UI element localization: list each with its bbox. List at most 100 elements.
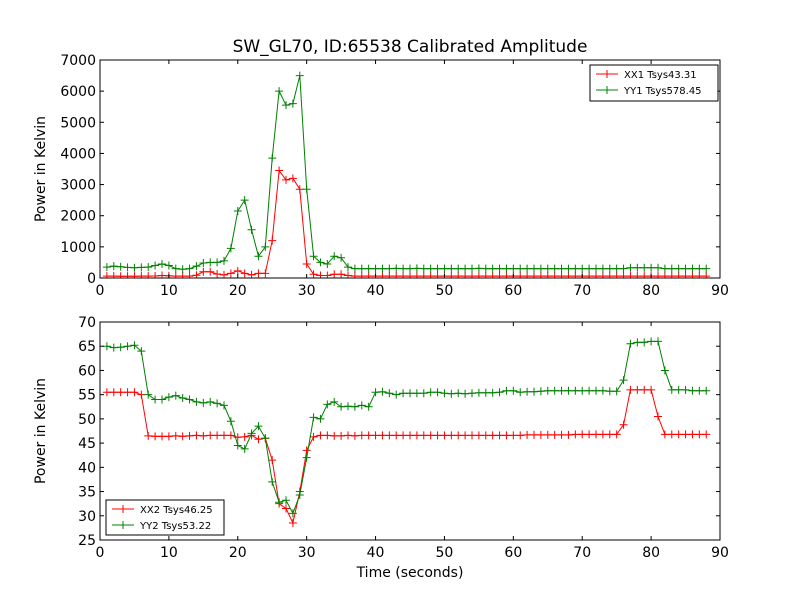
data-point bbox=[557, 430, 566, 439]
data-point bbox=[702, 264, 711, 273]
data-point bbox=[454, 272, 463, 278]
legend-marker bbox=[119, 505, 127, 513]
data-point bbox=[185, 431, 194, 440]
data-point bbox=[178, 394, 187, 403]
data-point bbox=[399, 272, 408, 278]
data-point bbox=[660, 264, 669, 273]
x-tick-label: 10 bbox=[160, 545, 178, 561]
data-point bbox=[440, 264, 449, 273]
data-point bbox=[502, 272, 511, 278]
legend-marker bbox=[119, 521, 127, 529]
data-point bbox=[474, 272, 483, 278]
data-point bbox=[316, 431, 325, 440]
data-point bbox=[488, 431, 497, 440]
data-point bbox=[213, 269, 222, 278]
data-point bbox=[543, 386, 552, 395]
data-point bbox=[220, 256, 228, 265]
data-point bbox=[178, 272, 187, 278]
data-point bbox=[185, 264, 194, 273]
data-point bbox=[523, 387, 532, 396]
y-tick-label: 3000 bbox=[60, 178, 96, 194]
data-point bbox=[164, 393, 173, 402]
data-point bbox=[192, 262, 201, 271]
y-tick-label: 45 bbox=[78, 436, 96, 452]
x-tick-label: 30 bbox=[298, 283, 316, 299]
data-point bbox=[447, 431, 456, 440]
data-point bbox=[295, 185, 304, 194]
data-point bbox=[516, 388, 525, 397]
data-point bbox=[357, 401, 366, 410]
data-point bbox=[447, 264, 456, 273]
data-point bbox=[495, 388, 504, 397]
data-point bbox=[592, 430, 600, 439]
data-point bbox=[240, 196, 249, 205]
data-point bbox=[364, 431, 373, 440]
bottom-panel: 0 10 20 30 40 50 60 70 80 90 25 30 35 40 45 50 55 60 65 70 P… bbox=[33, 315, 729, 561]
data-point bbox=[137, 347, 146, 356]
data-point bbox=[151, 271, 160, 278]
data-point bbox=[109, 272, 118, 278]
y-tick-label: 7000 bbox=[60, 53, 96, 69]
data-point bbox=[633, 263, 642, 272]
data-point bbox=[316, 271, 325, 278]
data-point bbox=[550, 430, 559, 439]
data-point bbox=[605, 272, 614, 278]
data-point bbox=[295, 490, 304, 499]
data-point bbox=[392, 272, 401, 278]
data-point bbox=[199, 431, 208, 440]
data-point bbox=[233, 207, 242, 216]
data-point bbox=[488, 388, 497, 397]
data-point bbox=[695, 430, 704, 439]
data-point bbox=[543, 272, 552, 278]
data-point bbox=[605, 264, 614, 273]
x-tick-label: 10 bbox=[160, 283, 178, 299]
data-point bbox=[123, 263, 132, 272]
data-point bbox=[316, 258, 325, 267]
data-point bbox=[171, 272, 180, 278]
legend-box bbox=[589, 64, 719, 102]
data-point bbox=[344, 263, 352, 272]
data-point bbox=[268, 477, 277, 486]
data-point bbox=[226, 431, 235, 440]
x-tick-label: 70 bbox=[573, 545, 591, 561]
data-point bbox=[667, 272, 676, 278]
data-point bbox=[151, 395, 160, 404]
data-point bbox=[454, 264, 463, 273]
data-point bbox=[564, 430, 573, 439]
data-point bbox=[640, 385, 649, 394]
x-tick-label: 50 bbox=[436, 545, 454, 561]
data-point bbox=[199, 267, 208, 276]
y-tick-label: 1000 bbox=[60, 240, 96, 256]
data-point bbox=[509, 431, 518, 440]
data-point bbox=[523, 264, 532, 273]
data-point bbox=[571, 272, 580, 278]
data-point bbox=[240, 432, 249, 441]
data-point bbox=[530, 264, 538, 273]
data-point bbox=[612, 430, 621, 439]
data-point bbox=[337, 431, 346, 440]
data-point bbox=[302, 259, 311, 268]
data-point bbox=[378, 264, 387, 273]
data-point bbox=[137, 263, 146, 272]
data-point bbox=[192, 397, 201, 406]
data-point bbox=[350, 272, 359, 278]
data-point bbox=[695, 272, 704, 278]
data-point bbox=[344, 271, 352, 278]
data-point bbox=[254, 269, 263, 278]
data-point bbox=[619, 264, 628, 273]
data-point bbox=[233, 441, 242, 450]
data-point bbox=[371, 264, 380, 273]
data-point bbox=[674, 264, 683, 273]
data-point bbox=[102, 263, 111, 272]
data-point bbox=[130, 263, 139, 272]
data-point bbox=[378, 431, 387, 440]
data-point bbox=[330, 252, 339, 261]
data-point bbox=[564, 264, 573, 273]
data-point bbox=[647, 263, 656, 272]
data-point bbox=[681, 264, 690, 273]
data-point bbox=[433, 388, 442, 397]
data-point bbox=[433, 272, 442, 278]
top-panel: 0 10 20 30 40 50 60 70 80 90 0 1000 2000 3000 4000 5000… bbox=[33, 53, 729, 299]
data-point bbox=[557, 264, 566, 273]
